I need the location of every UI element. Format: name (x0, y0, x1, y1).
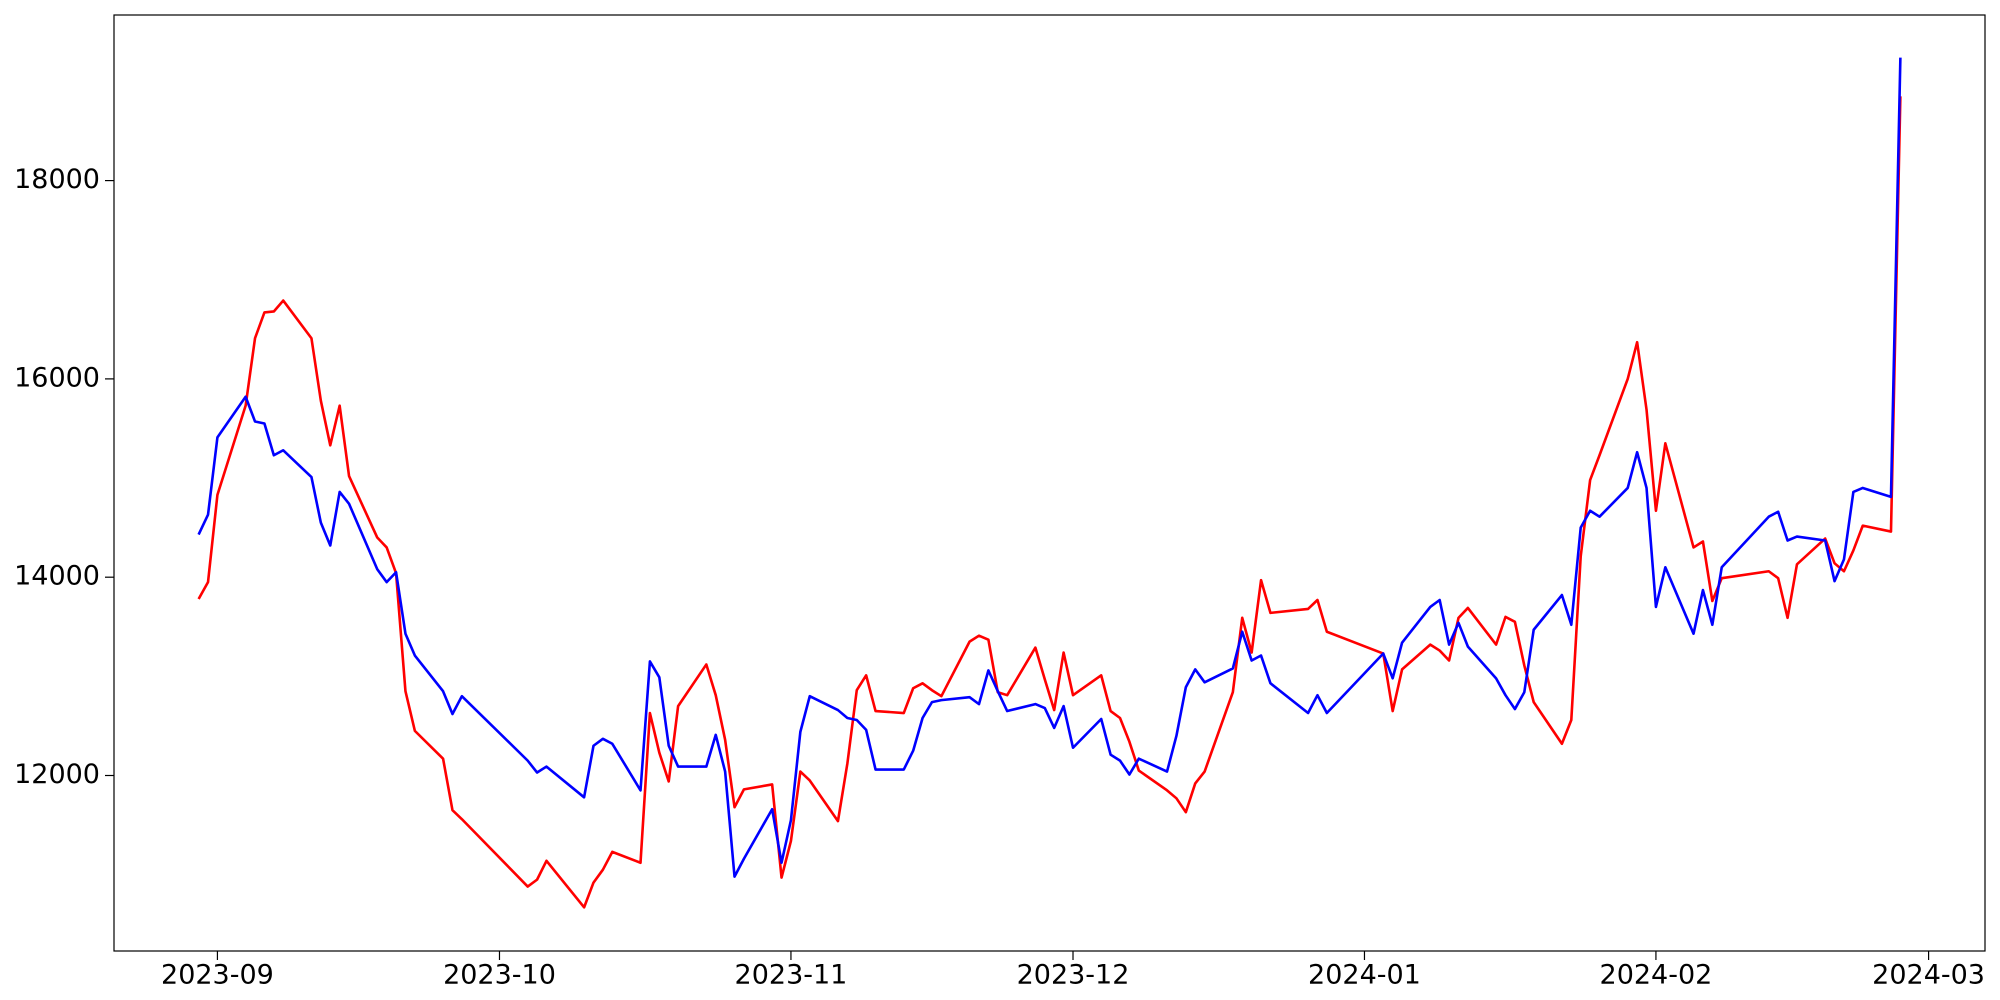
y-tick-label: 16000 (14, 362, 100, 393)
x-tick-label: 2023-10 (443, 960, 556, 991)
x-tick-label: 2023-09 (161, 960, 274, 991)
x-tick-label: 2023-12 (1017, 960, 1130, 991)
x-tick-label: 2024-03 (1872, 960, 1985, 991)
y-tick-label: 14000 (14, 561, 100, 592)
x-tick-label: 2024-01 (1308, 960, 1421, 991)
plot-frame (113, 14, 1986, 952)
y-tick-label: 18000 (14, 164, 100, 195)
series-line (197, 57, 1902, 878)
x-tick-label: 2024-02 (1600, 960, 1713, 991)
series-line (197, 96, 1902, 909)
x-tick-label: 2023-11 (735, 960, 848, 991)
y-tick-label: 12000 (14, 759, 100, 790)
